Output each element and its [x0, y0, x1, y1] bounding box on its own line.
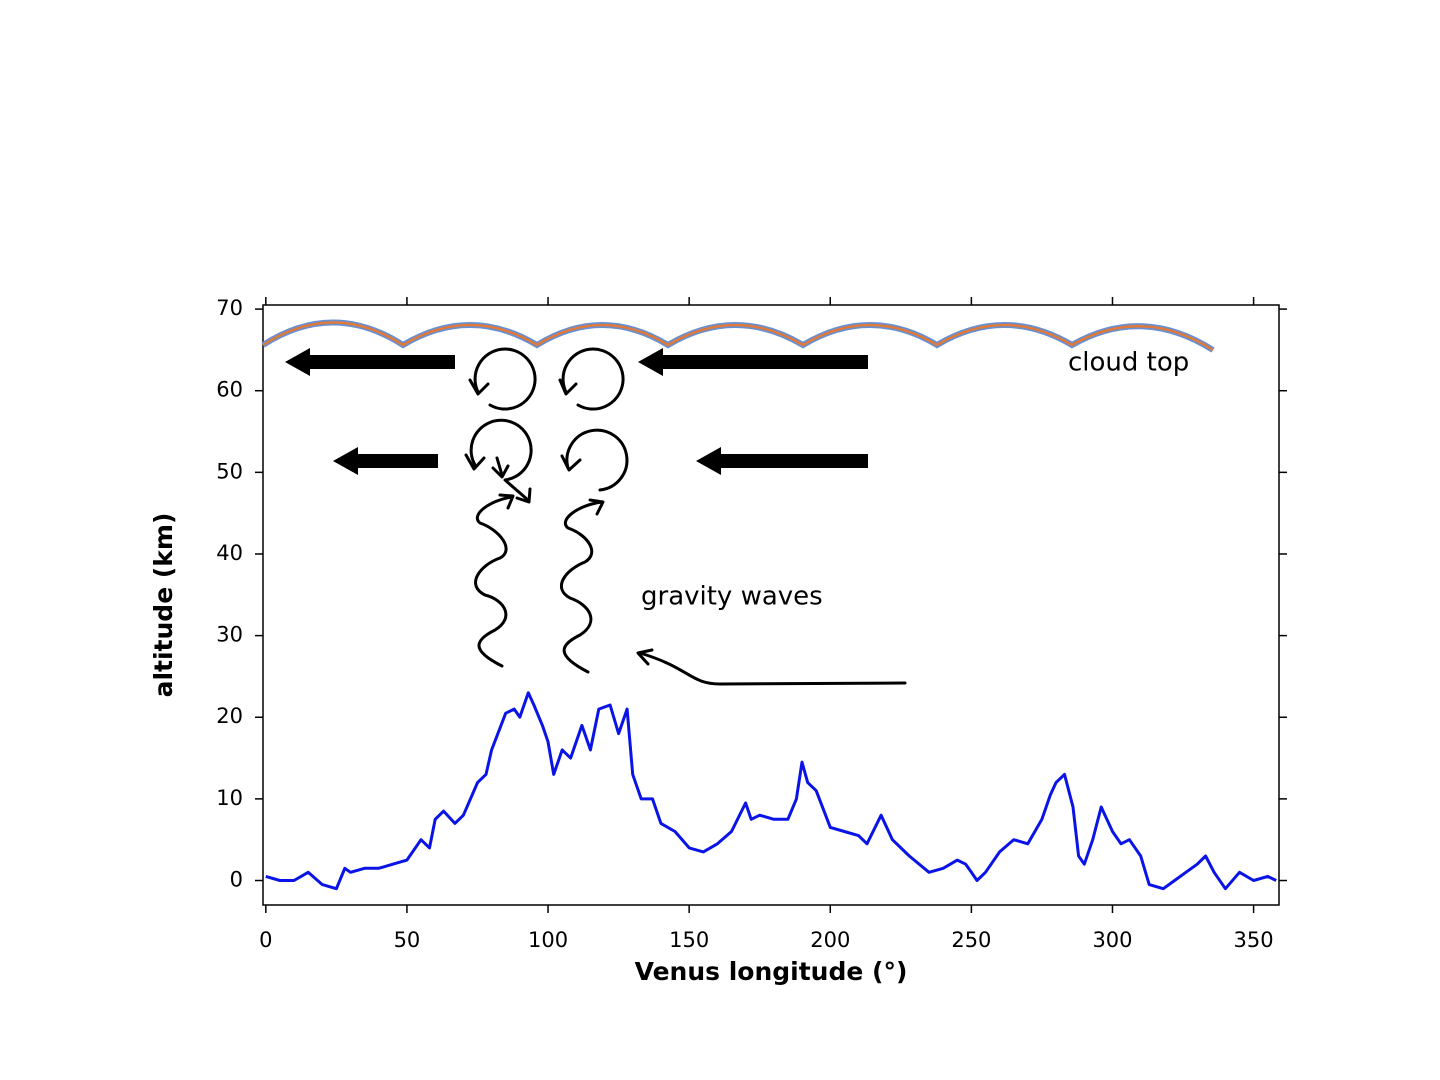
x-tick-label: 350 — [1234, 928, 1274, 952]
x-axis-label: Venus longitude (°) — [635, 957, 908, 986]
x-tick-label: 250 — [951, 928, 991, 952]
y-tick-label: 60 — [216, 378, 243, 402]
y-tick-label: 70 — [216, 296, 243, 320]
y-tick-label: 10 — [216, 786, 243, 810]
y-tick-label: 50 — [216, 459, 243, 483]
x-tick-label: 0 — [259, 928, 272, 952]
x-tick-label: 100 — [528, 928, 568, 952]
eddies — [464, 347, 629, 504]
x-tick-label: 50 — [394, 928, 421, 952]
y-tick-label: 30 — [216, 623, 243, 647]
topography-line — [265, 691, 1277, 891]
y-tick-label: 40 — [216, 541, 243, 565]
x-tick-label: 300 — [1092, 928, 1132, 952]
cloud-top-arcs — [261, 319, 1215, 353]
x-tick-label: 200 — [810, 928, 850, 952]
annotation: cloud top — [1068, 348, 1189, 378]
flow-arrow — [636, 648, 907, 686]
y-tick-label: 20 — [216, 704, 243, 728]
gravity-wave-squiggles — [474, 493, 605, 674]
y-tick-label: 0 — [230, 868, 243, 892]
x-tick-label: 150 — [669, 928, 709, 952]
plot-frame — [262, 304, 1280, 906]
annotation: gravity waves — [641, 582, 823, 612]
wind-arrows — [285, 348, 868, 475]
y-axis-label: altitude (km) — [149, 513, 178, 698]
